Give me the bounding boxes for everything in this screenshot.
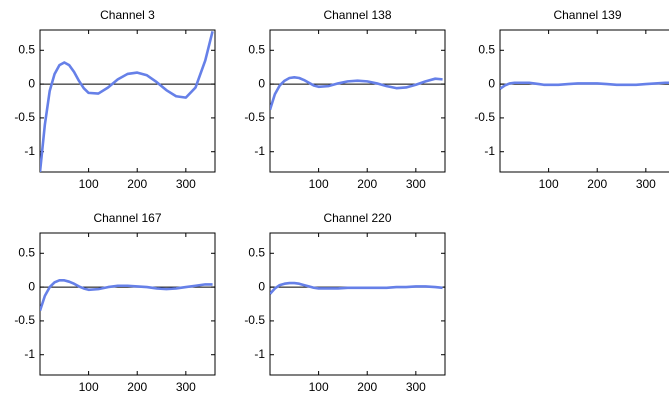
y-tick-label: 0.5 (18, 245, 35, 259)
x-tick-label: 100 (539, 177, 559, 191)
y-tick-label: 0.5 (478, 42, 495, 56)
x-tick-label: 100 (309, 380, 329, 394)
subplot: Channel 138 0.5 0 -0.5 -1 100 200 300 (244, 8, 446, 191)
x-tick-label: 200 (357, 380, 377, 394)
x-tick-label: 100 (309, 177, 329, 191)
y-tick-label: 0 (258, 279, 265, 293)
plot-frame (269, 232, 446, 376)
x-tick-label: 200 (587, 177, 607, 191)
plot-frame (499, 29, 669, 173)
y-tick-label: -0.5 (474, 110, 495, 124)
subplot-title: Channel 220 (323, 211, 391, 225)
y-tick-label: 0 (28, 279, 35, 293)
y-tick-label: 0.5 (18, 42, 35, 56)
y-tick-label: 0.5 (248, 42, 265, 56)
plot-frame (39, 232, 216, 376)
y-tick-label: 0 (258, 76, 265, 90)
subplot-title: Channel 138 (323, 8, 391, 22)
x-tick-label: 300 (406, 380, 426, 394)
y-tick-label: -0.5 (244, 313, 265, 327)
y-tick-label: 0 (488, 76, 495, 90)
y-tick-label: -1 (254, 347, 265, 361)
x-tick-label: 300 (406, 177, 426, 191)
y-tick-label: 0.5 (248, 245, 265, 259)
y-tick-label: -1 (24, 144, 35, 158)
x-tick-label: 300 (176, 177, 196, 191)
y-tick-label: 0 (28, 76, 35, 90)
line-series (40, 279, 213, 312)
subplot-title: Channel 167 (93, 211, 161, 225)
line-series (270, 281, 443, 295)
subplot: Channel 139 0.5 0 -0.5 -1 100 200 300 (474, 8, 669, 191)
y-tick-label: -1 (484, 144, 495, 158)
x-tick-label: 300 (176, 380, 196, 394)
x-tick-label: 100 (79, 380, 99, 394)
plot-frame (39, 29, 216, 173)
subplot-title: Channel 3 (100, 8, 155, 22)
y-tick-label: -1 (24, 347, 35, 361)
y-tick-label: -1 (254, 144, 265, 158)
line-series (500, 81, 669, 90)
x-tick-label: 200 (127, 380, 147, 394)
line-series (40, 31, 214, 172)
y-tick-label: -0.5 (14, 110, 35, 124)
x-tick-label: 200 (127, 177, 147, 191)
y-tick-label: -0.5 (244, 110, 265, 124)
line-series (270, 76, 443, 111)
x-tick-label: 300 (636, 177, 656, 191)
subplot: Channel 3 0.5 0 -0.5 -1 100 200 300 (14, 8, 216, 191)
x-tick-label: 200 (357, 177, 377, 191)
subplot: Channel 220 0.5 0 -0.5 -1 100 200 300 (244, 211, 446, 394)
plot-frame (269, 29, 446, 173)
x-tick-label: 100 (79, 177, 99, 191)
subplot-title: Channel 139 (553, 8, 621, 22)
y-tick-label: -0.5 (14, 313, 35, 327)
subplot: Channel 167 0.5 0 -0.5 -1 100 200 300 (14, 211, 216, 394)
